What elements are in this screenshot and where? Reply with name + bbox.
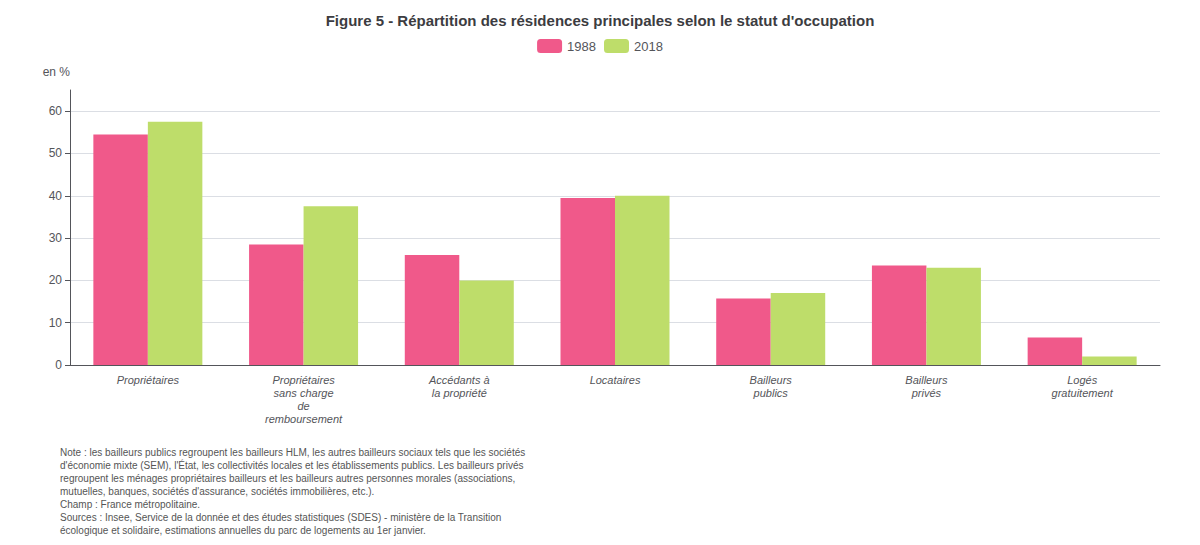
svg-text:sans charge: sans charge [274,387,334,399]
svg-text:d'économie mixte (SEM), l'État: d'économie mixte (SEM), l'État, les coll… [60,459,523,471]
svg-text:privés: privés [911,387,942,399]
svg-text:10: 10 [49,316,63,330]
svg-text:de: de [297,400,309,412]
svg-text:50: 50 [49,146,63,160]
svg-text:Locataires: Locataires [590,374,641,386]
svg-text:1988: 1988 [567,39,596,54]
svg-text:0: 0 [55,358,62,372]
svg-text:mutuelles, banques, sociétés d: mutuelles, banques, sociétés d'assurance… [60,486,374,497]
svg-text:Accédants à: Accédants à [428,374,490,386]
svg-text:en %: en % [43,65,71,79]
svg-text:60: 60 [49,104,63,118]
svg-text:2018: 2018 [634,39,663,54]
svg-text:publics: publics [753,387,789,399]
svg-text:30: 30 [49,231,63,245]
svg-text:Figure 5 - Répartition des rés: Figure 5 - Répartition des résidences pr… [326,12,875,29]
svg-text:Propriétaires: Propriétaires [117,374,180,386]
svg-text:remboursement: remboursement [265,413,343,425]
svg-text:écologique et solidaire, estim: écologique et solidaire, estimations ann… [60,525,426,536]
svg-text:la propriété: la propriété [432,387,487,399]
svg-text:20: 20 [49,273,63,287]
svg-text:Logés: Logés [1067,374,1097,386]
svg-text:Bailleurs: Bailleurs [905,374,948,386]
svg-text:Champ : France métropolitaine.: Champ : France métropolitaine. [60,499,200,510]
svg-text:gratuitement: gratuitement [1052,387,1114,399]
svg-text:40: 40 [49,189,63,203]
svg-text:Propriétaires: Propriétaires [272,374,335,386]
svg-text:Bailleurs: Bailleurs [750,374,793,386]
svg-text:regroupent les ménages proprié: regroupent les ménages propriétaires bai… [60,473,515,484]
svg-text:Sources : Insee, Service de la: Sources : Insee, Service de la donnée et… [60,512,501,523]
svg-text:Note : les bailleurs publics r: Note : les bailleurs publics regroupent … [60,447,525,458]
